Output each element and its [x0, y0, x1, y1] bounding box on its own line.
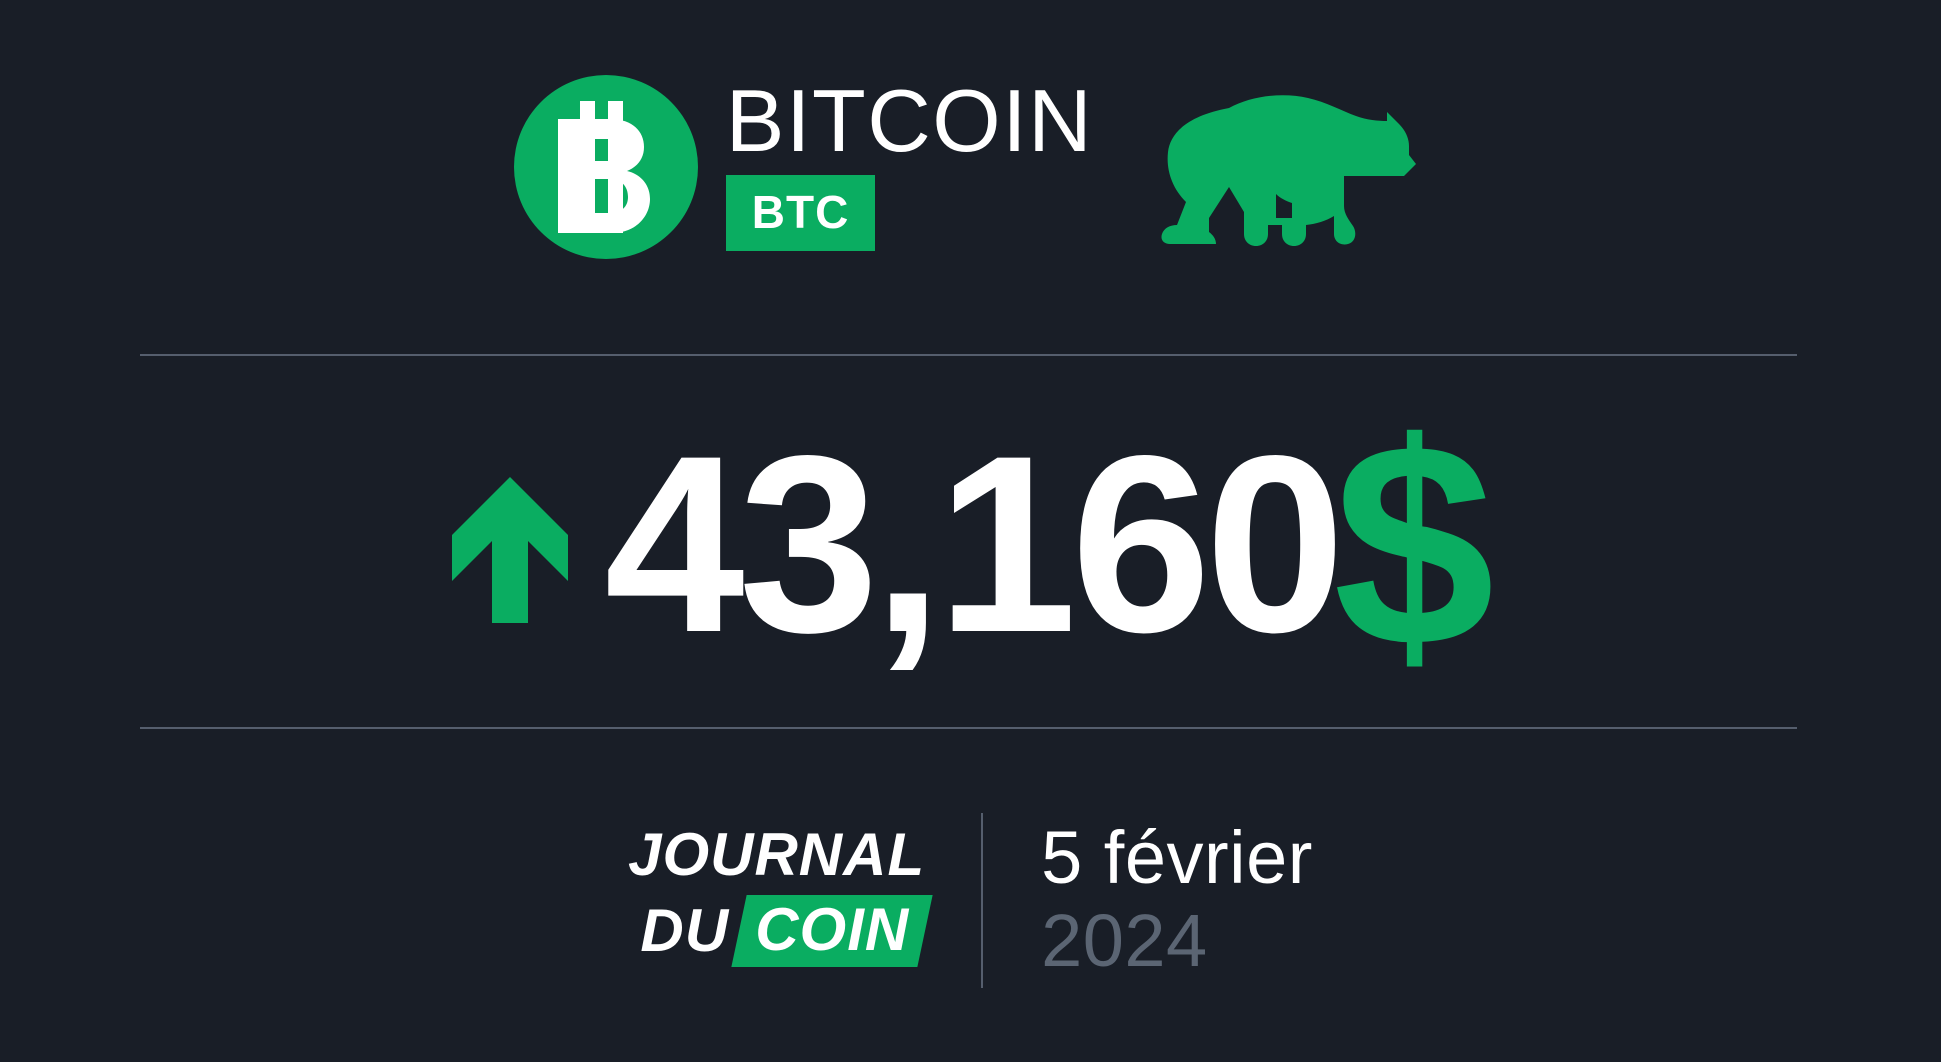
- coin-name: BITCOIN: [725, 70, 1094, 170]
- price-currency-symbol: $: [1333, 383, 1494, 707]
- date-day-month: 5 février: [1041, 816, 1313, 900]
- bitcoin-b-glyph: [514, 75, 698, 259]
- divider-vertical: [981, 812, 984, 988]
- header-row: BITCOIN BTC: [0, 62, 1941, 272]
- date-block: 5 février 2024: [1041, 816, 1313, 983]
- journal-du-coin-logo[interactable]: JOURNAL DU COIN: [628, 821, 933, 967]
- logo-line-du-coin: DU COIN: [640, 895, 933, 967]
- arrow-up-icon: [450, 475, 570, 625]
- divider-bottom: [140, 727, 1797, 729]
- price-value: 43,160: [604, 404, 1345, 685]
- divider-top: [140, 354, 1797, 356]
- logo-coin-highlight: COIN: [731, 895, 933, 967]
- logo-word-coin: COIN: [755, 896, 910, 963]
- bitcoin-circle-icon: [513, 75, 698, 259]
- ticker-badge: BTC: [725, 175, 876, 252]
- date-year: 2024: [1041, 899, 1208, 982]
- logo-line-journal: JOURNAL: [628, 821, 926, 888]
- price-row: 43,160 $: [0, 380, 1941, 710]
- bear-icon: [1145, 90, 1427, 250]
- coin-name-block: BITCOIN BTC: [725, 70, 1094, 255]
- logo-word-du: DU: [640, 897, 730, 964]
- footer-row: JOURNAL DU COIN 5 février 2024: [0, 800, 1941, 1000]
